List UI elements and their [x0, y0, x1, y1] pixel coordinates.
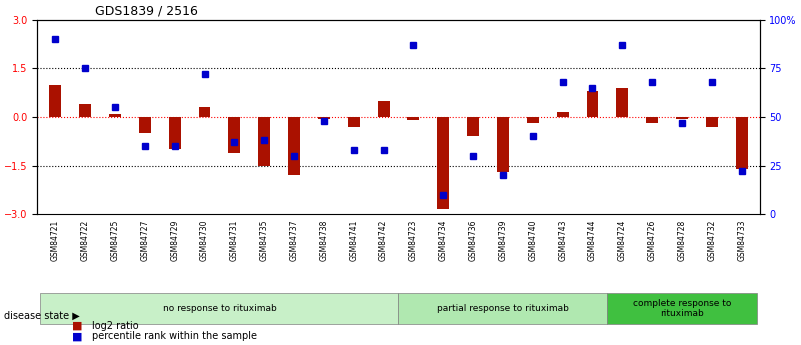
Bar: [50, 85, 61, 117]
Bar: [527, 117, 539, 124]
Text: complete response to
rituximab: complete response to rituximab: [633, 298, 731, 318]
Text: GSM84732: GSM84732: [707, 220, 716, 261]
Text: GSM84737: GSM84737: [289, 220, 299, 261]
Bar: [169, 117, 181, 149]
Bar: [199, 107, 211, 117]
Text: GSM84730: GSM84730: [200, 220, 209, 261]
Text: GSM84735: GSM84735: [260, 220, 268, 261]
Bar: [408, 117, 420, 120]
FancyBboxPatch shape: [40, 293, 399, 324]
Text: GSM84743: GSM84743: [558, 220, 567, 261]
Text: log2 ratio: log2 ratio: [92, 321, 139, 331]
Bar: [318, 117, 330, 119]
Bar: [139, 117, 151, 133]
Text: partial response to rituximab: partial response to rituximab: [437, 304, 569, 313]
Bar: [258, 117, 270, 166]
Bar: [348, 117, 360, 127]
Text: GSM84722: GSM84722: [81, 220, 90, 261]
Text: percentile rank within the sample: percentile rank within the sample: [92, 332, 257, 341]
Text: GSM84724: GSM84724: [618, 220, 627, 261]
Text: GSM84723: GSM84723: [409, 220, 418, 261]
Text: GSM84721: GSM84721: [50, 220, 60, 261]
FancyBboxPatch shape: [607, 293, 757, 324]
Bar: [736, 117, 747, 169]
Text: disease state ▶: disease state ▶: [4, 311, 80, 321]
Text: ■: ■: [72, 321, 83, 331]
Bar: [109, 114, 121, 117]
FancyBboxPatch shape: [399, 293, 607, 324]
Bar: [377, 101, 389, 117]
Bar: [646, 117, 658, 124]
Text: GSM84728: GSM84728: [678, 220, 686, 261]
Bar: [586, 91, 598, 117]
Text: GDS1839 / 2516: GDS1839 / 2516: [95, 4, 198, 17]
Text: GSM84725: GSM84725: [111, 220, 119, 261]
Bar: [706, 117, 718, 127]
Text: GSM84736: GSM84736: [469, 220, 477, 261]
Bar: [228, 117, 240, 152]
Text: GSM84739: GSM84739: [498, 220, 508, 261]
Bar: [616, 88, 628, 117]
Text: GSM84741: GSM84741: [349, 220, 358, 261]
Text: GSM84727: GSM84727: [140, 220, 149, 261]
Bar: [497, 117, 509, 172]
Text: GSM84734: GSM84734: [439, 220, 448, 261]
Bar: [557, 112, 569, 117]
Text: GSM84733: GSM84733: [737, 220, 747, 261]
Text: GSM84726: GSM84726: [648, 220, 657, 261]
Text: GSM84729: GSM84729: [170, 220, 179, 261]
Bar: [288, 117, 300, 175]
Bar: [437, 117, 449, 209]
Text: GSM84742: GSM84742: [379, 220, 388, 261]
Text: ■: ■: [72, 332, 83, 341]
Bar: [676, 117, 688, 119]
Text: no response to rituximab: no response to rituximab: [163, 304, 276, 313]
Text: GSM84738: GSM84738: [320, 220, 328, 261]
Bar: [467, 117, 479, 136]
Text: GSM84731: GSM84731: [230, 220, 239, 261]
Text: GSM84744: GSM84744: [588, 220, 597, 261]
Text: GSM84740: GSM84740: [529, 220, 537, 261]
Bar: [79, 104, 91, 117]
